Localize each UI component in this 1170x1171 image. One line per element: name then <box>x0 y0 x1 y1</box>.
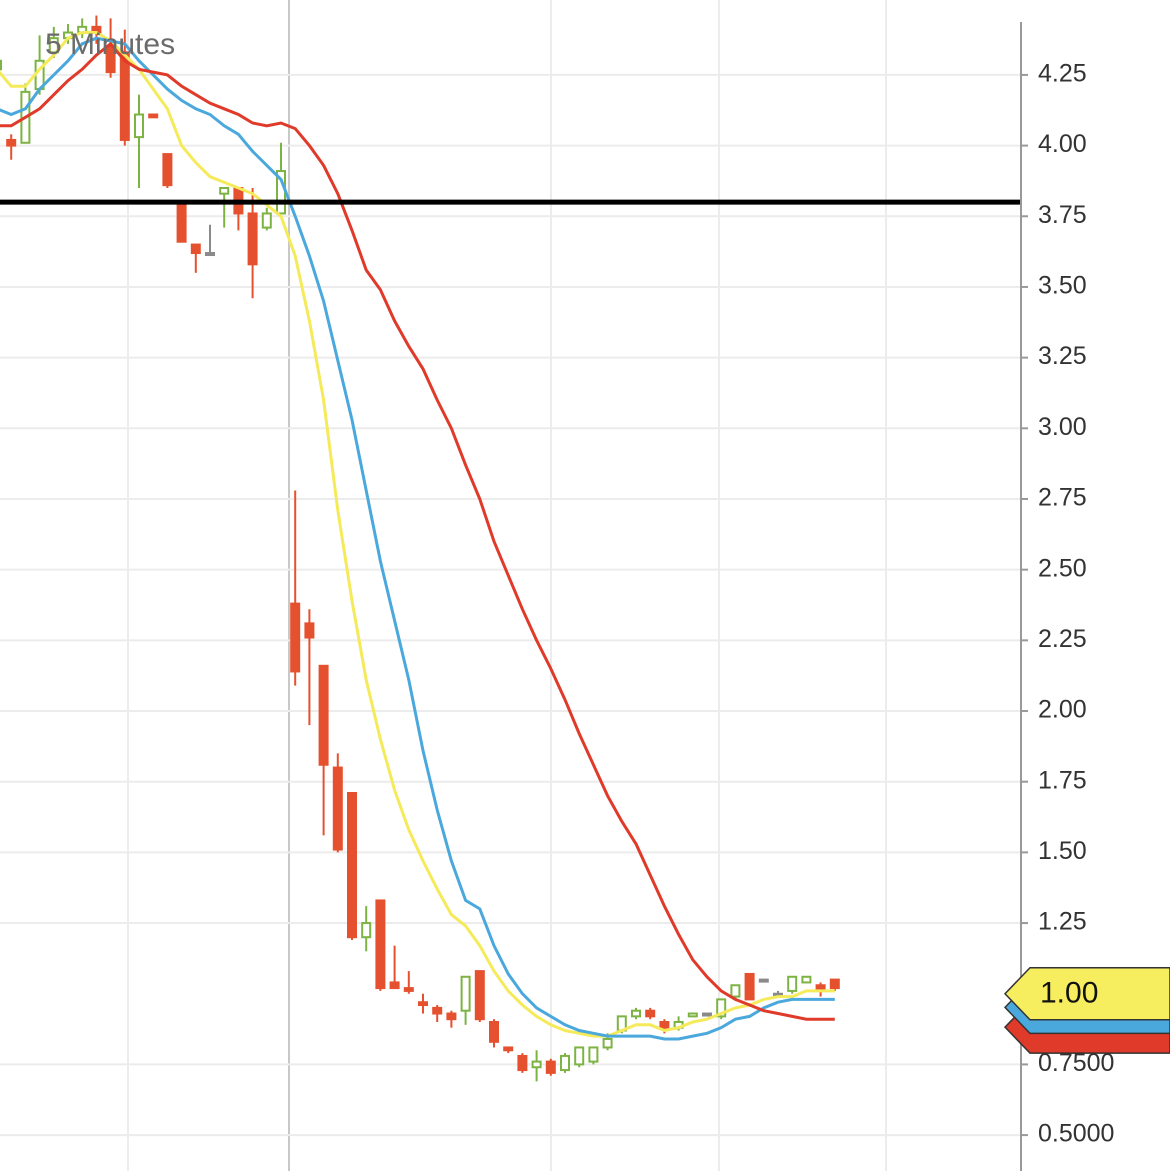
candle-body <box>261 212 272 229</box>
candle-body <box>134 113 144 139</box>
y-axis-labels: 0.50000.75001.251.501.752.002.252.502.75… <box>1020 60 1114 1148</box>
candle-body <box>162 153 173 187</box>
y-tick-label: 4.25 <box>1038 60 1087 88</box>
candle-body <box>574 1046 585 1066</box>
candle-body <box>460 975 471 1012</box>
y-tick-label: 2.75 <box>1038 484 1087 512</box>
moving-average <box>0 36 835 1041</box>
candle-body <box>290 602 301 673</box>
candle-body <box>119 51 130 141</box>
candle-body <box>517 1054 528 1072</box>
candle-body <box>503 1046 514 1052</box>
candle-body <box>332 766 343 851</box>
candle-body <box>758 978 769 983</box>
grid <box>0 0 1020 1171</box>
y-tick-label: 3.25 <box>1038 342 1087 370</box>
y-tick-label: 3.75 <box>1038 201 1087 229</box>
candle-body <box>105 45 116 74</box>
y-tick-label: 3.00 <box>1038 413 1087 441</box>
candle-body <box>588 1046 599 1063</box>
candle-body <box>247 212 258 266</box>
candle-body <box>176 203 187 243</box>
candle-body <box>347 792 357 939</box>
price-tag-label: 1.00 <box>1040 977 1098 1010</box>
candle-body <box>702 1012 712 1017</box>
candle-body <box>403 987 414 992</box>
y-tick-label: 2.50 <box>1038 554 1087 582</box>
candle-body <box>645 1009 656 1018</box>
y-tick-label: 1.25 <box>1038 908 1087 936</box>
candle-body <box>446 1012 457 1021</box>
candle-body <box>716 998 727 1018</box>
candle-body <box>602 1037 613 1049</box>
candle-body <box>801 975 812 984</box>
candle-body <box>148 113 159 119</box>
candle-body <box>48 37 59 54</box>
candle-body <box>361 922 372 939</box>
moving-average <box>0 31 835 1038</box>
candle-body <box>489 1021 499 1043</box>
y-tick-label: 1.75 <box>1038 766 1087 794</box>
candle-body <box>375 899 386 990</box>
chart-title: 5 Minutes <box>45 28 175 61</box>
y-tick-label: 3.50 <box>1038 272 1087 300</box>
candle-body <box>304 622 315 639</box>
candle-body <box>730 984 741 998</box>
y-tick-label: 2.25 <box>1038 625 1087 653</box>
candle-body <box>190 243 201 255</box>
price-tag <box>1003 966 1170 1021</box>
y-tick-label: 1.50 <box>1038 837 1087 865</box>
candle-body <box>560 1054 570 1072</box>
y-tick-label: 2.00 <box>1038 696 1087 724</box>
candle-body <box>389 981 400 990</box>
candle-body <box>631 1009 641 1018</box>
candle-body <box>829 978 840 990</box>
candle-body <box>418 1001 428 1007</box>
candle-body <box>531 1060 542 1069</box>
candle-body <box>205 252 215 257</box>
y-tick-label: 4.00 <box>1038 130 1087 158</box>
candle-body <box>545 1060 556 1074</box>
candle-body <box>318 664 329 766</box>
candle-body <box>659 1021 670 1029</box>
moving-average <box>0 41 835 1021</box>
candle-body <box>474 970 485 1021</box>
candle-body <box>6 138 17 147</box>
candle-body <box>787 975 798 992</box>
candle-body <box>432 1006 443 1015</box>
candle-body <box>744 972 755 1001</box>
candle-body <box>687 1012 698 1018</box>
y-tick-label: 0.5000 <box>1038 1120 1114 1148</box>
candle-body <box>219 187 230 195</box>
candle-body <box>0 59 2 71</box>
plot <box>0 15 1020 1082</box>
price-tags: 1.00 <box>1003 966 1170 1054</box>
